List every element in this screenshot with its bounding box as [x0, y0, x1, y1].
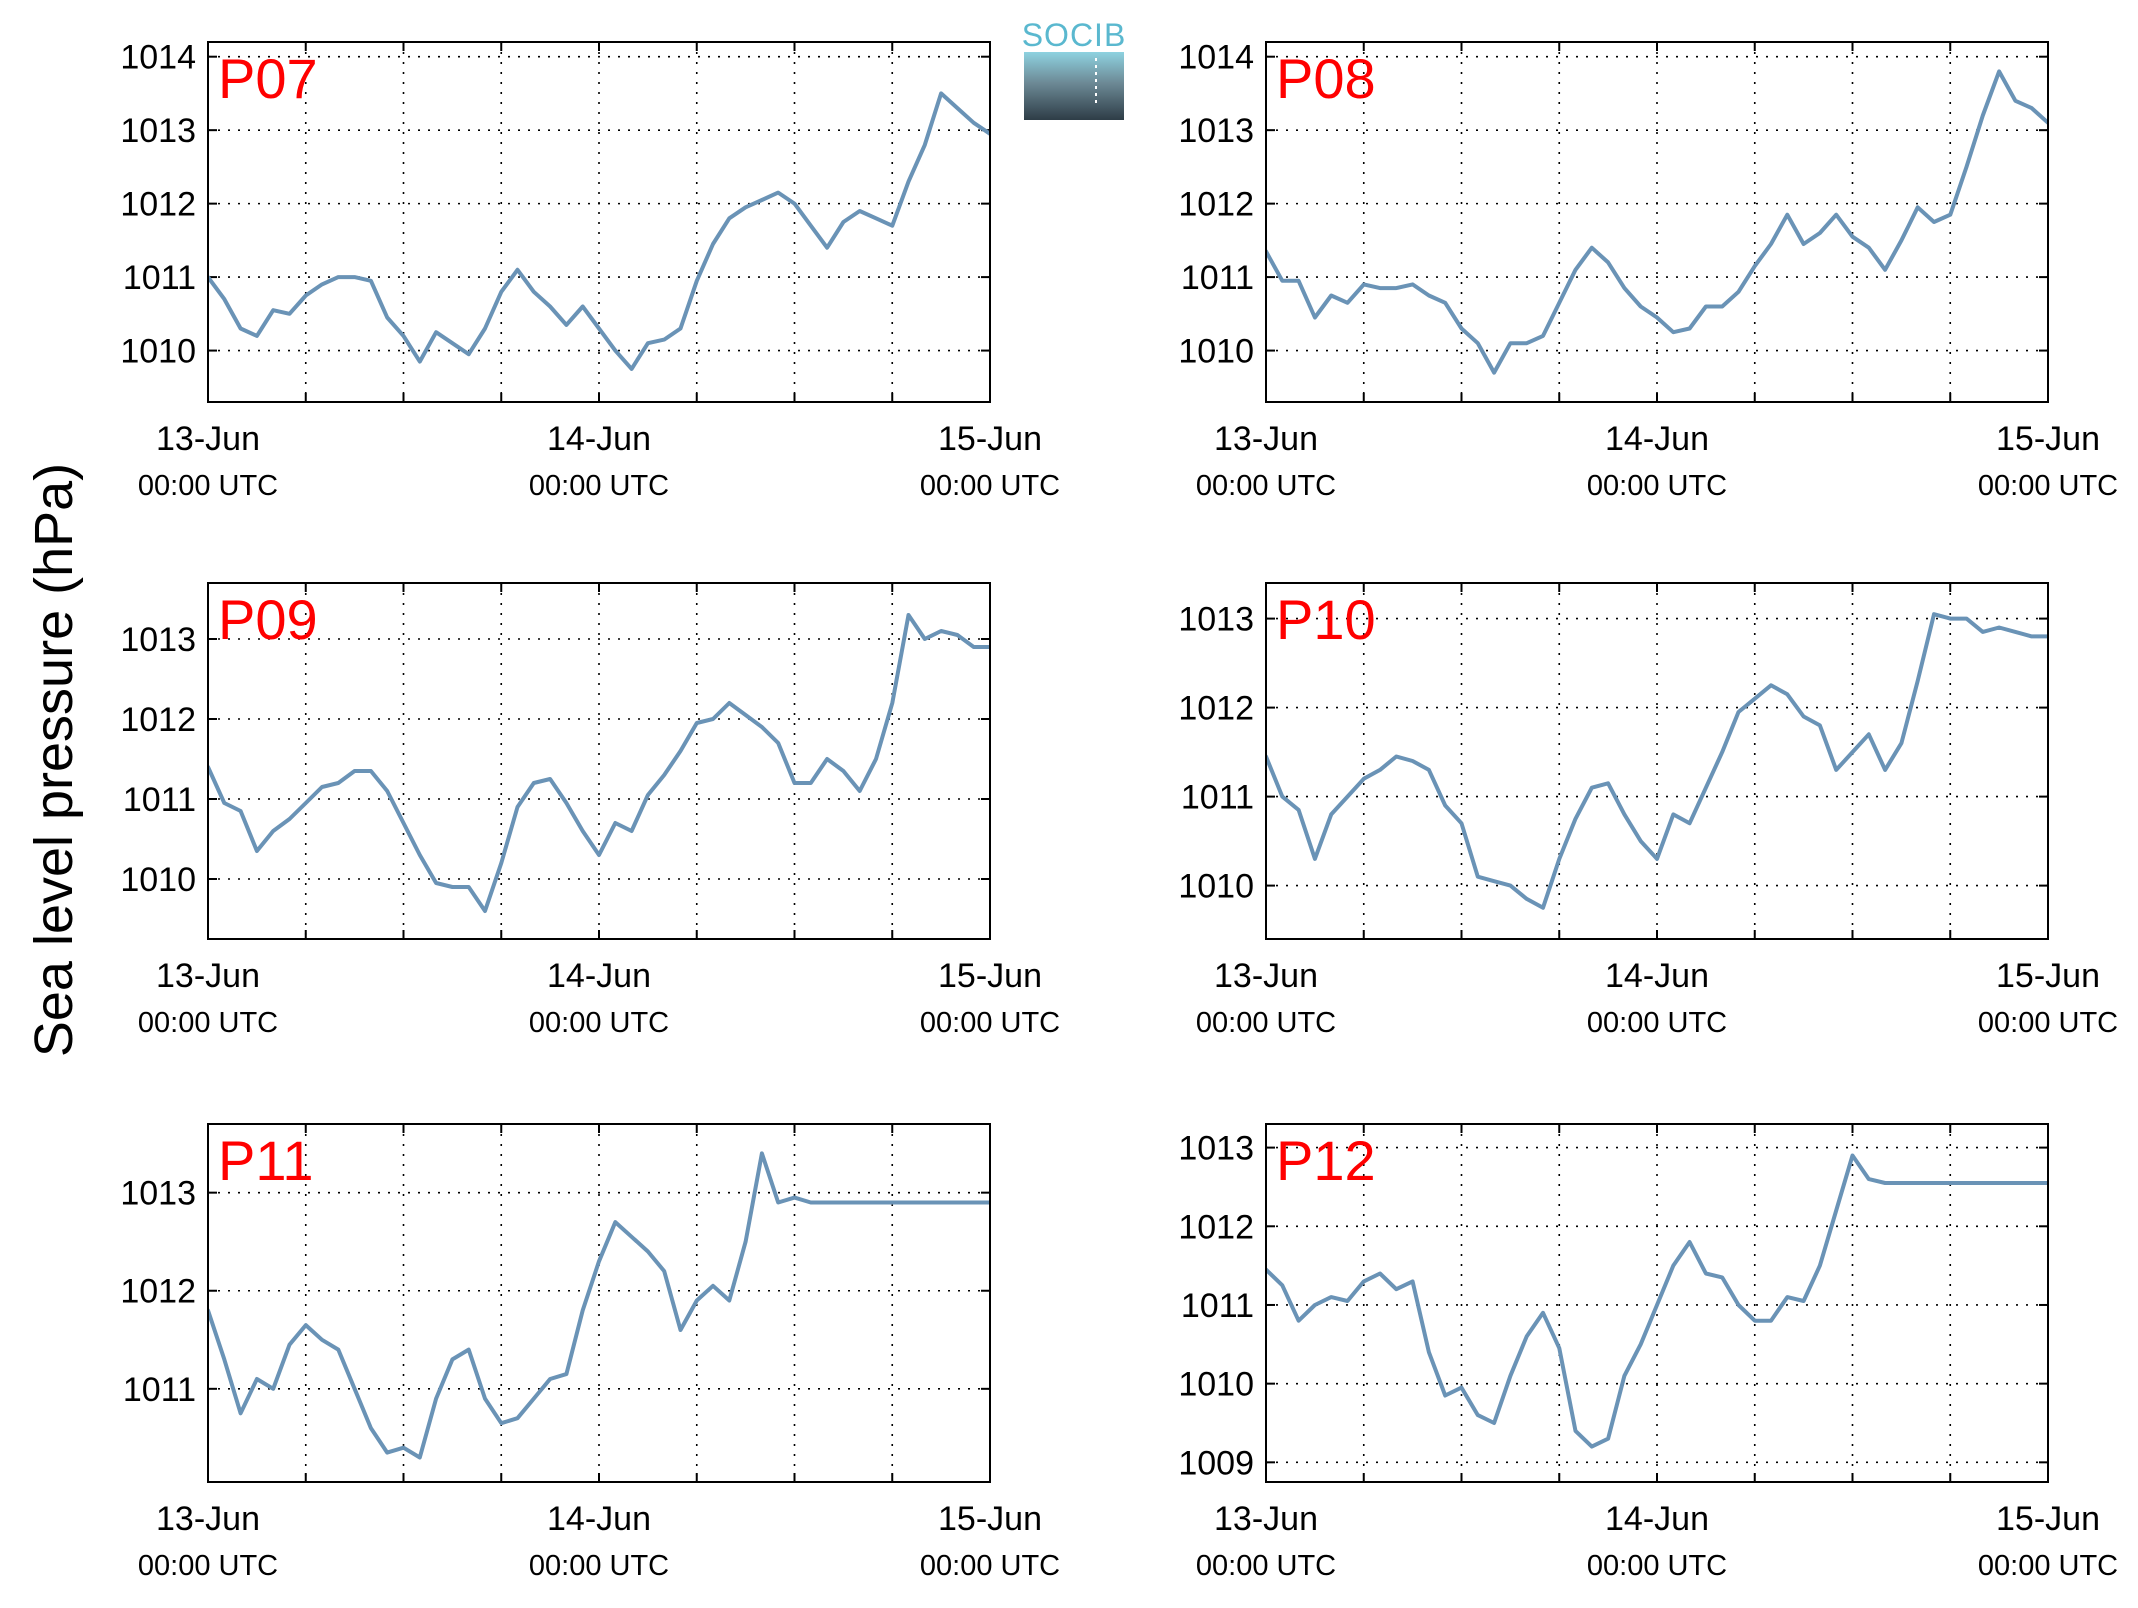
x-tick-time-label: 00:00 UTC	[1587, 1550, 1727, 1582]
x-tick-date-label: 15-Jun	[1996, 420, 2100, 458]
y-tick-label: 1013	[120, 1175, 196, 1213]
x-tick-date-label: 15-Jun	[938, 957, 1042, 995]
axes-frame	[207, 41, 991, 403]
panel-label: P12	[1276, 1129, 1376, 1192]
series-line-p11	[208, 1151, 990, 1460]
panel-label: P07	[218, 47, 318, 110]
axes-frame	[1265, 41, 2049, 403]
panel-p08: 1010 1011 1012 1013 1014 13-Jun 00:00 UTC 14-Ju…	[1178, 39, 2118, 502]
y-tick-label: 1010	[1178, 868, 1254, 906]
x-tick-date-label: 13-Jun	[1214, 1500, 1318, 1538]
x-tick-date-label: 13-Jun	[156, 1500, 260, 1538]
x-tick-date-label: 14-Jun	[547, 420, 651, 458]
x-tick-time-label: 00:00 UTC	[920, 1007, 1060, 1039]
x-tick-date-label: 15-Jun	[1996, 957, 2100, 995]
series-line-p10	[1266, 612, 2048, 910]
y-tick-label: 1011	[1181, 1287, 1254, 1325]
x-tick-date-label: 15-Jun	[938, 1500, 1042, 1538]
x-tick-time-label: 00:00 UTC	[1587, 470, 1727, 502]
x-tick-time-label: 00:00 UTC	[1978, 1007, 2118, 1039]
series-line-p12	[1266, 1153, 2048, 1449]
y-tick-label: 1012	[1178, 690, 1254, 728]
series-line-p07	[208, 91, 990, 371]
y-tick-label: 1012	[120, 1273, 196, 1311]
x-tick-time-label: 00:00 UTC	[920, 470, 1060, 502]
x-tick-time-label: 00:00 UTC	[1196, 1550, 1336, 1582]
y-tick-label: 1013	[1178, 112, 1254, 150]
x-tick-time-label: 00:00 UTC	[920, 1550, 1060, 1582]
axes-frame	[207, 1123, 991, 1483]
y-tick-label: 1013	[120, 621, 196, 659]
x-tick-time-label: 00:00 UTC	[529, 470, 669, 502]
x-tick-time-label: 00:00 UTC	[1978, 470, 2118, 502]
y-tick-label: 1014	[120, 39, 196, 77]
x-tick-date-label: 14-Jun	[547, 957, 651, 995]
x-tick-date-label: 14-Jun	[1605, 420, 1709, 458]
socib-logo: SOCIB	[1022, 17, 1127, 120]
x-tick-time-label: 00:00 UTC	[1978, 1550, 2118, 1582]
y-tick-label: 1012	[1178, 186, 1254, 224]
x-tick-time-label: 00:00 UTC	[138, 1007, 278, 1039]
panels: 1010 1011 1012 1013 1014 13-Jun 00:00 UTC 14-Ju…	[120, 39, 2118, 1582]
axes-frame	[1265, 1123, 2049, 1483]
y-tick-label: 1011	[123, 781, 196, 819]
y-tick-label: 1010	[1178, 1366, 1254, 1404]
x-tick-date-label: 14-Jun	[1605, 957, 1709, 995]
x-tick-time-label: 00:00 UTC	[138, 470, 278, 502]
panel-p09: 1010 1011 1012 1013 13-Jun 00:00 UTC 14-Jun 00:…	[120, 582, 1060, 1039]
y-tick-label: 1013	[120, 112, 196, 150]
panel-p07: 1010 1011 1012 1013 1014 13-Jun 00:00 UTC 14-Ju…	[120, 39, 1060, 502]
x-tick-time-label: 00:00 UTC	[138, 1550, 278, 1582]
y-tick-label: 1011	[123, 1371, 196, 1409]
panel-label: P09	[218, 588, 318, 651]
axes-frame	[1265, 582, 2049, 940]
x-tick-date-label: 13-Jun	[1214, 957, 1318, 995]
y-tick-label: 1012	[120, 186, 196, 224]
y-tick-label: 1010	[120, 861, 196, 899]
x-tick-time-label: 00:00 UTC	[529, 1550, 669, 1582]
y-tick-label: 1010	[120, 333, 196, 371]
panel-label: P08	[1276, 47, 1376, 110]
series-line-p08	[1266, 69, 2048, 375]
y-tick-label: 1011	[123, 259, 196, 297]
y-tick-label: 1009	[1178, 1444, 1254, 1482]
x-tick-time-label: 00:00 UTC	[1196, 470, 1336, 502]
x-tick-date-label: 15-Jun	[1996, 1500, 2100, 1538]
axes-frame	[207, 582, 991, 940]
x-tick-time-label: 00:00 UTC	[529, 1007, 669, 1039]
x-tick-date-label: 13-Jun	[1214, 420, 1318, 458]
y-tick-label: 1014	[1178, 39, 1254, 77]
y-axis-label: Sea level pressure (hPa)	[24, 463, 84, 1057]
panel-label: P10	[1276, 588, 1376, 651]
panel-label: P11	[218, 1129, 313, 1192]
y-tick-label: 1013	[1178, 1130, 1254, 1168]
y-tick-label: 1013	[1178, 601, 1254, 639]
x-tick-time-label: 00:00 UTC	[1196, 1007, 1336, 1039]
panel-p12: 1009 1010 1011 1012 1013 13-Jun 00:00 UTC 14-Ju…	[1178, 1123, 2118, 1582]
y-tick-label: 1012	[120, 701, 196, 739]
x-tick-date-label: 14-Jun	[1605, 1500, 1709, 1538]
x-tick-date-label: 13-Jun	[156, 957, 260, 995]
series-line-p09	[208, 613, 990, 913]
panel-p10: 1010 1011 1012 1013 13-Jun 00:00 UTC 14-Jun 00:…	[1178, 582, 2118, 1039]
x-tick-date-label: 15-Jun	[938, 420, 1042, 458]
y-tick-label: 1012	[1178, 1208, 1254, 1246]
socib-logo-text: SOCIB	[1022, 17, 1127, 53]
y-tick-label: 1011	[1181, 779, 1254, 817]
x-tick-date-label: 14-Jun	[547, 1500, 651, 1538]
x-tick-date-label: 13-Jun	[156, 420, 260, 458]
y-tick-label: 1011	[1181, 259, 1254, 297]
panel-p11: 1011 1012 1013 13-Jun 00:00 UTC 14-Jun 00:00 U…	[120, 1123, 1060, 1582]
y-tick-label: 1010	[1178, 333, 1254, 371]
x-tick-time-label: 00:00 UTC	[1587, 1007, 1727, 1039]
